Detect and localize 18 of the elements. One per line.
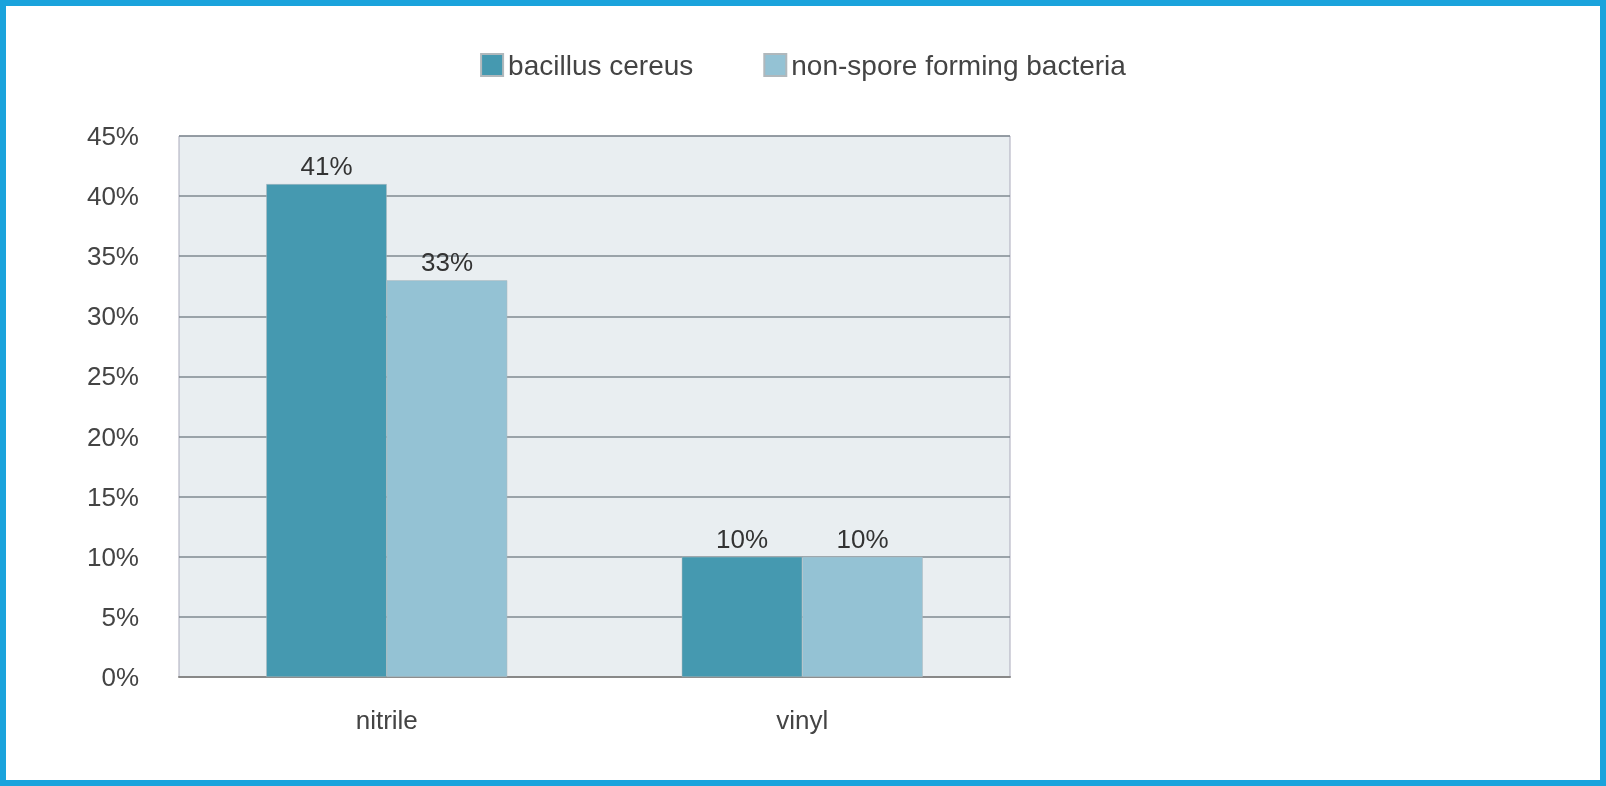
data-label: 33% — [420, 247, 474, 278]
data-label: 10% — [836, 523, 889, 554]
data-label: 41% — [300, 151, 353, 182]
x-tick-label: vinyl — [776, 705, 829, 735]
y-tick-label: 10% — [86, 541, 139, 572]
y-tick-label: 35% — [86, 241, 139, 272]
y-tick-label: 25% — [86, 361, 139, 392]
x-tick-label: nitrile — [355, 705, 418, 735]
data-label: 10% — [715, 523, 769, 554]
y-tick-label: 5% — [101, 601, 139, 632]
y-tick-label: 45% — [86, 121, 139, 151]
y-tick-label: 40% — [86, 181, 139, 212]
y-tick-label: 20% — [86, 421, 139, 452]
y-tick-label: 30% — [86, 301, 139, 332]
y-tick-label: 0% — [101, 662, 139, 692]
legend-label: non-spore forming bacteria — [791, 49, 1127, 81]
legend-label: bacillus cereus — [508, 49, 694, 81]
y-tick-label: 15% — [86, 481, 139, 512]
